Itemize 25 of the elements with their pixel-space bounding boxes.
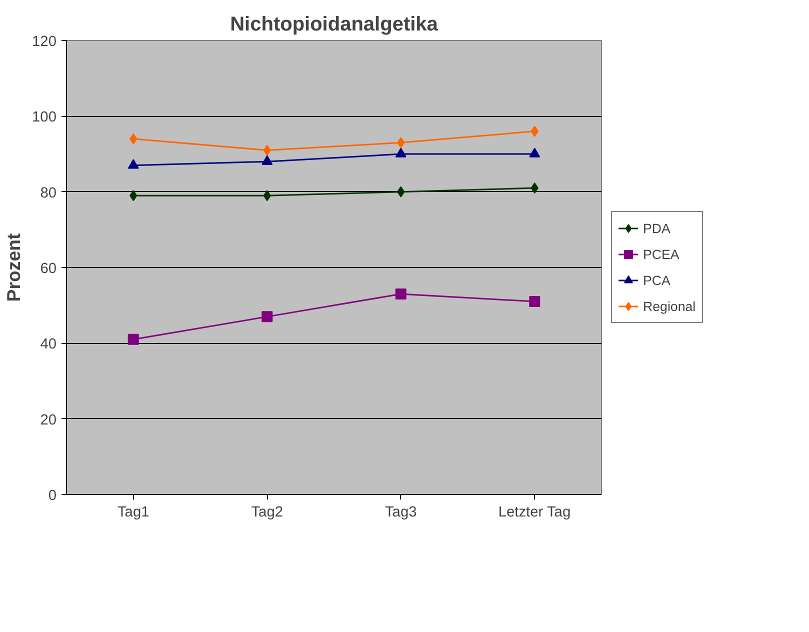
point	[529, 296, 540, 308]
legend-label: PCEA	[643, 246, 680, 262]
point	[395, 148, 406, 158]
y-tick-label: 60	[40, 261, 57, 277]
chart-title: Nichtopioidanalgetika	[230, 14, 439, 36]
point	[529, 148, 540, 158]
point	[262, 155, 273, 165]
y-tick-label: 40	[40, 336, 57, 353]
x-tick-label: Tag2	[251, 504, 284, 520]
point	[128, 334, 139, 345]
point	[395, 288, 406, 300]
legend-label: PDA	[643, 220, 670, 236]
point	[128, 159, 139, 169]
y-tick-label: 120	[32, 34, 57, 50]
x-tick-label: Tag1	[117, 504, 150, 520]
y-tick-label: 100	[32, 110, 57, 126]
y-axis-title: Prozent	[3, 233, 24, 302]
y-tick-label: 80	[40, 185, 57, 202]
point	[262, 311, 273, 322]
y-tick-label: 20	[40, 412, 57, 428]
legend-label: Regional	[643, 298, 696, 314]
x-tick-label: Tag3	[384, 504, 417, 520]
y-tick-label: 0	[48, 488, 57, 504]
x-tick-label: Letzter Tag	[498, 504, 571, 520]
legend-label: PCA	[643, 272, 670, 288]
